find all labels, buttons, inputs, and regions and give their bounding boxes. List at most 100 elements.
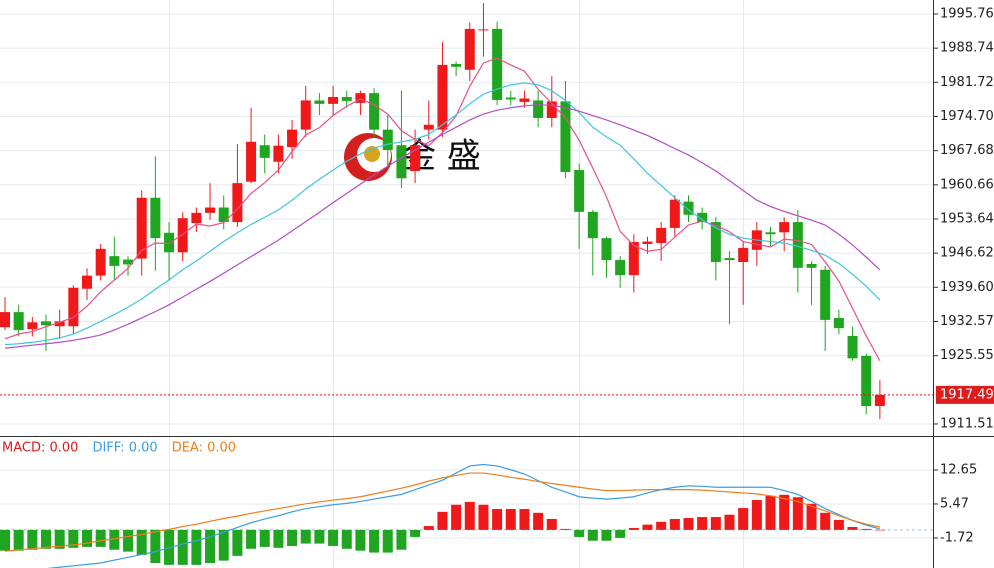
candle-body: [437, 64, 448, 130]
y-tick-label: 5.47: [940, 496, 969, 511]
grid: [0, 13, 933, 539]
macd-bar: [218, 529, 229, 561]
macd-bar: [136, 529, 147, 555]
candle-body: [369, 93, 380, 130]
candle-body: [205, 207, 216, 213]
y-tick-label: -1.72: [940, 530, 974, 545]
macd-bar: [697, 517, 708, 530]
y-tick-label: 1953.64: [940, 211, 994, 226]
candle-body: [150, 197, 161, 239]
macd-bar: [355, 529, 366, 551]
macd-bar: [191, 529, 202, 565]
macd-bar: [0, 529, 10, 551]
candle-body: [177, 218, 188, 253]
macd-bar: [341, 529, 352, 549]
candle-body: [833, 317, 844, 329]
candle-body: [410, 145, 421, 171]
candle-body: [27, 322, 38, 330]
macd-bar: [95, 529, 106, 547]
macd-bar: [601, 529, 612, 541]
candle-body: [765, 232, 776, 235]
macd-bar: [792, 497, 803, 530]
candle-body: [218, 207, 229, 223]
macd-legend: MACD: 0.00 DIFF: 0.00 DEA: 0.00: [2, 441, 236, 456]
macd-bar: [82, 529, 93, 547]
candle-body: [478, 29, 489, 31]
macd-bar: [68, 529, 79, 548]
candle-body: [656, 227, 667, 244]
candle-body: [191, 212, 202, 224]
y-tick-label: 1932.57: [940, 314, 994, 329]
macd-bar: [259, 529, 270, 547]
macd-bar: [27, 529, 38, 550]
macd-bar: [874, 529, 885, 531]
candle-body: [642, 241, 653, 244]
macd-bar: [533, 512, 544, 530]
legend-entry: MACD: 0.00: [2, 441, 78, 456]
candle-body: [82, 275, 93, 289]
candle-body: [464, 28, 475, 70]
candle-body: [396, 145, 407, 179]
candle-body: [574, 170, 585, 212]
candle-body: [109, 256, 120, 266]
macd-line: [46, 463, 881, 568]
candle-body: [136, 197, 147, 259]
last-price-label: 1917.49: [940, 387, 994, 402]
candle-body: [164, 232, 175, 253]
candle-body: [519, 98, 530, 102]
y-tick-label: 1925.55: [940, 348, 994, 363]
macd-bar: [437, 511, 448, 530]
macd-bar: [833, 519, 844, 530]
macd-bar: [205, 529, 216, 563]
y-tick-label: 12.65: [940, 462, 977, 477]
macd-bar: [847, 527, 858, 530]
macd-bar: [505, 509, 516, 530]
candle-body: [738, 247, 749, 262]
macd-bar: [54, 529, 65, 549]
y-tick-label: 1946.62: [940, 246, 994, 261]
macd-bar: [669, 518, 680, 530]
candle-body: [874, 394, 885, 407]
candle-body: [546, 101, 557, 118]
macd-bar: [314, 529, 325, 544]
macd-line: [4, 472, 881, 552]
macd-panel: [0, 463, 933, 568]
y-tick-label: 1974.70: [940, 109, 994, 124]
candle-body: [355, 93, 366, 103]
candle-body: [259, 145, 270, 158]
macd-bar: [423, 526, 434, 530]
y-tick-label: 1995.76: [940, 7, 994, 22]
macd-bar: [382, 529, 393, 553]
candle-body: [587, 211, 598, 239]
macd-bar: [751, 500, 762, 530]
macd-bar: [451, 504, 462, 530]
candle-body: [820, 269, 831, 320]
macd-bar: [273, 529, 284, 548]
macd-bar: [478, 504, 489, 530]
macd-bar: [287, 529, 298, 546]
candle-body: [806, 263, 817, 268]
legend-entry: DEA: 0.00: [172, 441, 236, 456]
macd-bar: [779, 494, 790, 530]
macd-bar: [587, 529, 598, 541]
y-tick-label: 1981.72: [940, 75, 994, 90]
candle-body: [628, 242, 639, 276]
macd-bar: [369, 529, 380, 553]
macd-bar: [519, 509, 530, 530]
candle-body: [505, 97, 516, 100]
macd-bar: [41, 529, 52, 549]
macd-bar: [765, 495, 776, 530]
candle-body: [683, 201, 694, 215]
candle-body: [41, 321, 52, 326]
y-tick-label: 1960.66: [940, 177, 994, 192]
macd-bar: [615, 529, 626, 538]
candle-body: [123, 259, 134, 265]
macd-bar: [710, 517, 721, 530]
macd-bar: [738, 508, 749, 530]
macd-bar: [410, 529, 421, 537]
macd-bar: [13, 529, 24, 551]
candle-body: [861, 355, 872, 407]
macd-bar: [246, 529, 257, 549]
